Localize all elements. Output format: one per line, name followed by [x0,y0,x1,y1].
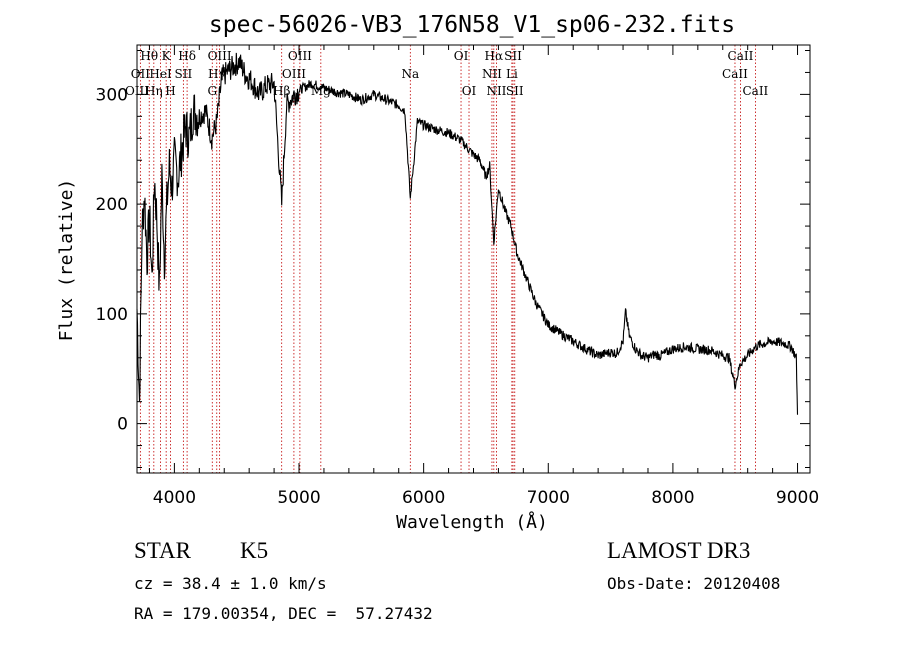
y-tick-label-1: 100 [96,305,128,325]
x-axis-label: Wavelength (Å) [396,511,548,533]
line-label-0: Hθ [140,49,158,63]
line-label-16: Na [401,67,419,81]
line-label-17: OI [454,49,469,63]
line-label-14: Hβ [273,84,290,98]
line-label-18: OI [462,84,477,98]
line-label-23: NII [486,84,506,98]
emission-line-markers [136,45,756,473]
redshift-velocity: cz = 38.4 ± 1.0 km/s [134,574,327,593]
coordinates: RA = 179.00354, DEC = 57.27432 [134,604,433,623]
line-label-12: OIII [288,49,312,63]
line-label-3: Hη [145,84,163,98]
line-label-27: CaII [742,84,768,98]
line-label-8: Hδ [178,49,196,63]
chart-title: spec-56026-VB3_176N58_V1_sp06-232.fits [209,12,735,38]
line-label-20: SII [504,49,522,63]
survey-name: LAMOST DR3 [607,538,751,563]
x-tick-label-4: 8000 [651,488,694,508]
line-label-4: HeI [149,67,172,81]
y-tick-label-2: 200 [96,195,128,215]
line-label-11: G [207,84,217,98]
x-tick-label-5: 9000 [776,488,819,508]
line-label-21: NII [482,67,502,81]
line-label-5: K [162,49,172,63]
line-label-13: OIII [282,67,306,81]
spectral-subclass: K5 [240,538,269,563]
line-label-7: H [165,84,175,98]
line-label-6: SII [175,67,193,81]
x-tick-label-1: 5000 [277,488,320,508]
line-label-1: OII [131,67,151,81]
line-label-26: CaII [722,67,748,81]
spectrum-series-line [136,52,799,415]
line-label-22: Li [506,67,518,81]
observation-date: Obs-Date: 20120408 [607,574,781,593]
line-label-24: SII [506,84,524,98]
line-label-9: OIII [208,49,232,63]
object-class: STAR [134,538,191,563]
y-tick-label-3: 300 [96,85,128,105]
y-axis-label: Flux (relative) [56,179,77,342]
x-tick-label-3: 7000 [527,488,570,508]
line-label-19: Hα [485,49,504,63]
y-tick-label-0: 0 [117,415,128,435]
plot-frame [136,44,811,474]
x-tick-label-2: 6000 [402,488,445,508]
axis-ticks: 4000 5000 6000 7000 8000 9000 0 100 200 300 [96,45,819,508]
x-tick-label-0: 4000 [153,488,196,508]
line-label-25: CaII [728,49,754,63]
